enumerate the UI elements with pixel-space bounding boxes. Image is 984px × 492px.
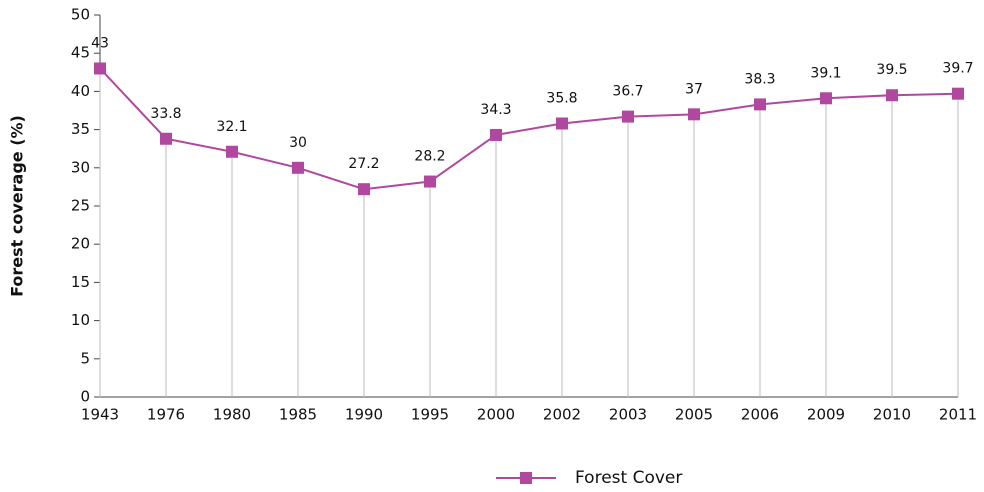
y-tick-label: 30 bbox=[71, 158, 90, 176]
data-label: 28.2 bbox=[414, 149, 445, 165]
data-label: 39.1 bbox=[810, 65, 841, 81]
data-label: 38.3 bbox=[744, 71, 775, 87]
y-tick-label: 20 bbox=[71, 235, 90, 253]
marker bbox=[952, 87, 964, 100]
data-label: 36.7 bbox=[612, 84, 643, 100]
data-label: 43 bbox=[91, 35, 109, 51]
data-label: 37 bbox=[685, 81, 703, 97]
y-tick-label: 40 bbox=[71, 82, 90, 100]
x-tick-label: 2006 bbox=[741, 406, 779, 424]
marker bbox=[94, 62, 106, 75]
series-line bbox=[99, 67, 959, 191]
marker bbox=[754, 98, 766, 111]
x-tick-label: 1995 bbox=[411, 406, 449, 424]
data-label: 35.8 bbox=[546, 90, 577, 106]
marker bbox=[820, 92, 832, 105]
marker bbox=[556, 117, 568, 130]
marker bbox=[490, 128, 502, 141]
marker bbox=[292, 161, 304, 174]
legend-marker bbox=[520, 472, 532, 484]
x-tick-label: 1943 bbox=[81, 406, 119, 424]
marker bbox=[226, 145, 238, 158]
marker bbox=[424, 175, 436, 188]
x-tick-label: 2003 bbox=[609, 406, 647, 424]
data-label: 39.5 bbox=[876, 62, 907, 78]
data-label: 27.2 bbox=[348, 156, 379, 172]
y-axis-label: Forest coverage (%) bbox=[8, 115, 27, 297]
y-tick-label: 25 bbox=[71, 197, 90, 215]
y-tick-label: 35 bbox=[71, 120, 90, 138]
marker bbox=[358, 183, 370, 196]
marker bbox=[622, 110, 634, 123]
x-tick-label: 1985 bbox=[279, 406, 317, 424]
x-tick-label: 2002 bbox=[543, 406, 581, 424]
marker bbox=[160, 132, 172, 145]
y-tick-label: 5 bbox=[80, 349, 90, 367]
y-tick-label: 45 bbox=[71, 44, 90, 62]
y-tick-label: 15 bbox=[71, 273, 90, 291]
x-tick-label: 1980 bbox=[213, 406, 251, 424]
x-tick-label: 1990 bbox=[345, 406, 383, 424]
data-label: 39.7 bbox=[942, 61, 973, 77]
x-tick-label: 2010 bbox=[873, 406, 911, 424]
x-tick-label: 2011 bbox=[939, 406, 977, 424]
y-tick-label: 0 bbox=[80, 388, 90, 406]
x-tick-label: 2005 bbox=[675, 406, 713, 424]
data-label: 34.3 bbox=[480, 102, 511, 118]
x-tick-label: 2009 bbox=[807, 406, 845, 424]
data-label: 32.1 bbox=[216, 119, 247, 135]
x-tick-label: 1976 bbox=[147, 406, 185, 424]
y-tick-label: 50 bbox=[71, 6, 90, 24]
y-tick-label: 10 bbox=[71, 311, 90, 329]
marker bbox=[886, 89, 898, 102]
data-label: 33.8 bbox=[150, 106, 181, 122]
legend-label: Forest Cover bbox=[575, 468, 682, 488]
data-label: 30 bbox=[289, 135, 307, 151]
marker bbox=[688, 108, 700, 121]
x-tick-label: 2000 bbox=[477, 406, 515, 424]
